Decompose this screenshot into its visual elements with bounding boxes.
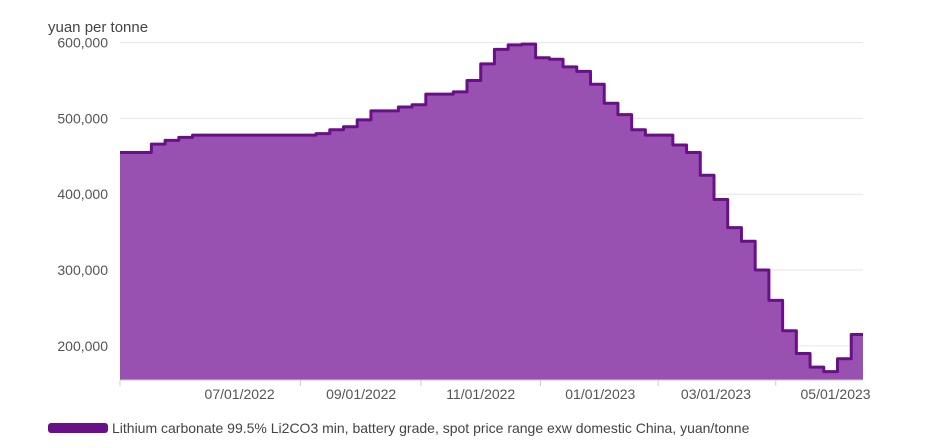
x-axis-ticks: 07/01/2022 09/01/2022 11/01/2022 01/01/2023… <box>119 379 871 402</box>
series-line <box>120 42 863 374</box>
legend-swatch <box>48 423 108 433</box>
series-area <box>120 42 863 380</box>
y-tick-label: 500,000 <box>57 110 108 126</box>
x-tick-label: 01/01/2023 <box>565 386 635 402</box>
y-tick-label: 300,000 <box>57 262 108 278</box>
y-axis-title: yuan per tonne <box>48 19 148 36</box>
y-tick-label: 600,000 <box>57 35 108 51</box>
x-tick-label: 09/01/2022 <box>326 386 396 402</box>
x-tick-label: 07/01/2022 <box>205 386 275 402</box>
legend: Lithium carbonate 99.5% Li2CO3 min, batt… <box>48 420 749 436</box>
series-area-fill <box>120 44 863 380</box>
x-tick-label: 05/01/2023 <box>801 386 871 402</box>
legend-label: Lithium carbonate 99.5% Li2CO3 min, batt… <box>112 420 750 436</box>
y-tick-label: 400,000 <box>57 186 108 202</box>
x-tick-label: 03/01/2023 <box>681 386 751 402</box>
x-tick-label: 11/01/2022 <box>446 386 515 402</box>
y-axis-ticks: 200,000 300,000 400,000 500,000 600,000 <box>57 35 108 354</box>
y-tick-label: 200,000 <box>57 338 108 354</box>
